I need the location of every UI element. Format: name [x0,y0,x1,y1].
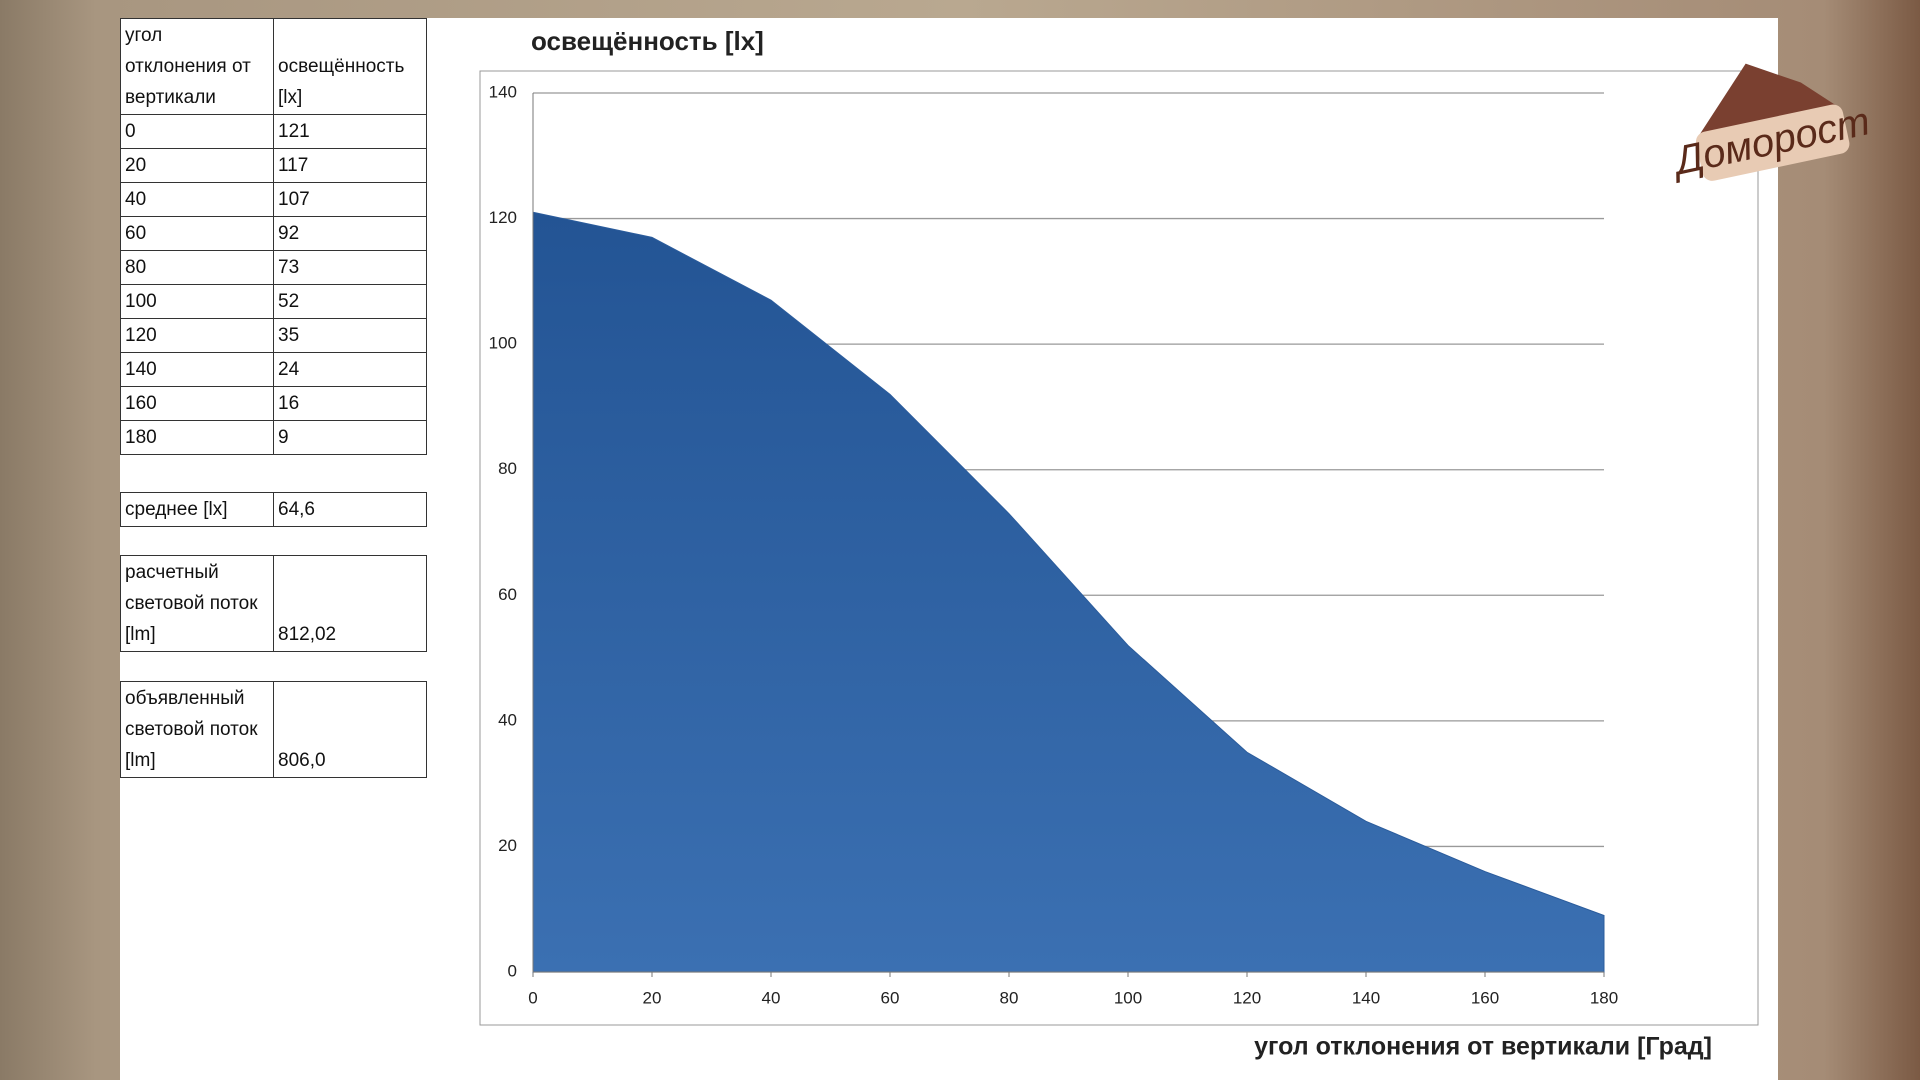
y-tick-label: 80 [498,459,517,478]
x-tick-label: 80 [1000,988,1019,1007]
y-tick-label: 140 [489,82,517,101]
logo-banner [1696,104,1850,181]
header-cell: освещённость [lx] [273,18,427,115]
summary-row: среднее [lx] 64,6 [120,492,427,527]
table-row: 0 121 [120,114,427,149]
summary-value: 812,02 [273,555,427,652]
x-tick-label: 140 [1352,988,1380,1007]
table-cell: 180 [120,420,274,455]
table-row: 20 117 [120,148,427,183]
table-row: 160 16 [120,386,427,421]
area [532,211,1605,973]
x-tick-label: 0 [528,988,537,1007]
table-cell: 80 [120,250,274,285]
table-cell: 52 [273,284,427,319]
table-cell: 160 [120,386,274,421]
table-cell: 121 [273,114,427,149]
summary-table: объявленный световой поток [lm] 806,0 [120,681,427,778]
table-cell: 40 [120,182,274,217]
table-cell: 9 [273,420,427,455]
table-row: 140 24 [120,352,427,387]
summary-value: 806,0 [273,681,427,778]
table-cell: 0 [120,114,274,149]
header-row: угол отклонения от вертикали освещённост… [120,18,427,115]
table-row: 120 35 [120,318,427,353]
data-table: угол отклонения от вертикали освещённост… [120,18,427,455]
y-tick-label: 20 [498,836,517,855]
x-tick-label: 160 [1471,988,1499,1007]
table-row: 100 52 [120,284,427,319]
table-row: 80 73 [120,250,427,285]
y-tick-label: 0 [508,961,517,980]
x-axis-label: угол отклонения от вертикали [Град] [1254,1033,1712,1061]
chart-title: освещённость [lx] [531,26,764,56]
summary-row: расчетный световой поток [lm] 812,02 [120,555,427,652]
table-cell: 120 [120,318,274,353]
table-row: 180 9 [120,420,427,455]
header-cell: угол отклонения от вертикали [120,18,274,115]
y-tick-label: 120 [489,208,517,227]
table-cell: 100 [120,284,274,319]
y-tick-label: 40 [498,710,517,729]
table-cell: 20 [120,148,274,183]
y-tick-label: 60 [498,585,517,604]
summary-label: объявленный световой поток [lm] [120,681,274,778]
x-tick-label: 40 [762,988,781,1007]
summary-table: среднее [lx] 64,6 [120,492,427,527]
logo: Доморост [1667,63,1874,184]
summary-label: расчетный световой поток [lm] [120,555,274,652]
x-tick-label: 60 [881,988,900,1007]
table-row: 60 92 [120,216,427,251]
table-cell: 117 [273,148,427,183]
table-cell: 92 [273,216,427,251]
x-tick-label: 100 [1114,988,1142,1007]
x-tick-label: 120 [1233,988,1261,1007]
x-tick-label: 20 [643,988,662,1007]
table-cell: 60 [120,216,274,251]
y-tick-label: 100 [489,334,517,353]
summary-table: расчетный световой поток [lm] 812,02 [120,555,427,652]
x-tick-label: 180 [1590,988,1618,1007]
logo-house [1699,63,1837,135]
summary-row: объявленный световой поток [lm] 806,0 [120,681,427,778]
table-row: 40 107 [120,182,427,217]
summary-value: 64,6 [273,492,427,527]
table-cell: 73 [273,250,427,285]
plot-frame [479,70,1759,1026]
